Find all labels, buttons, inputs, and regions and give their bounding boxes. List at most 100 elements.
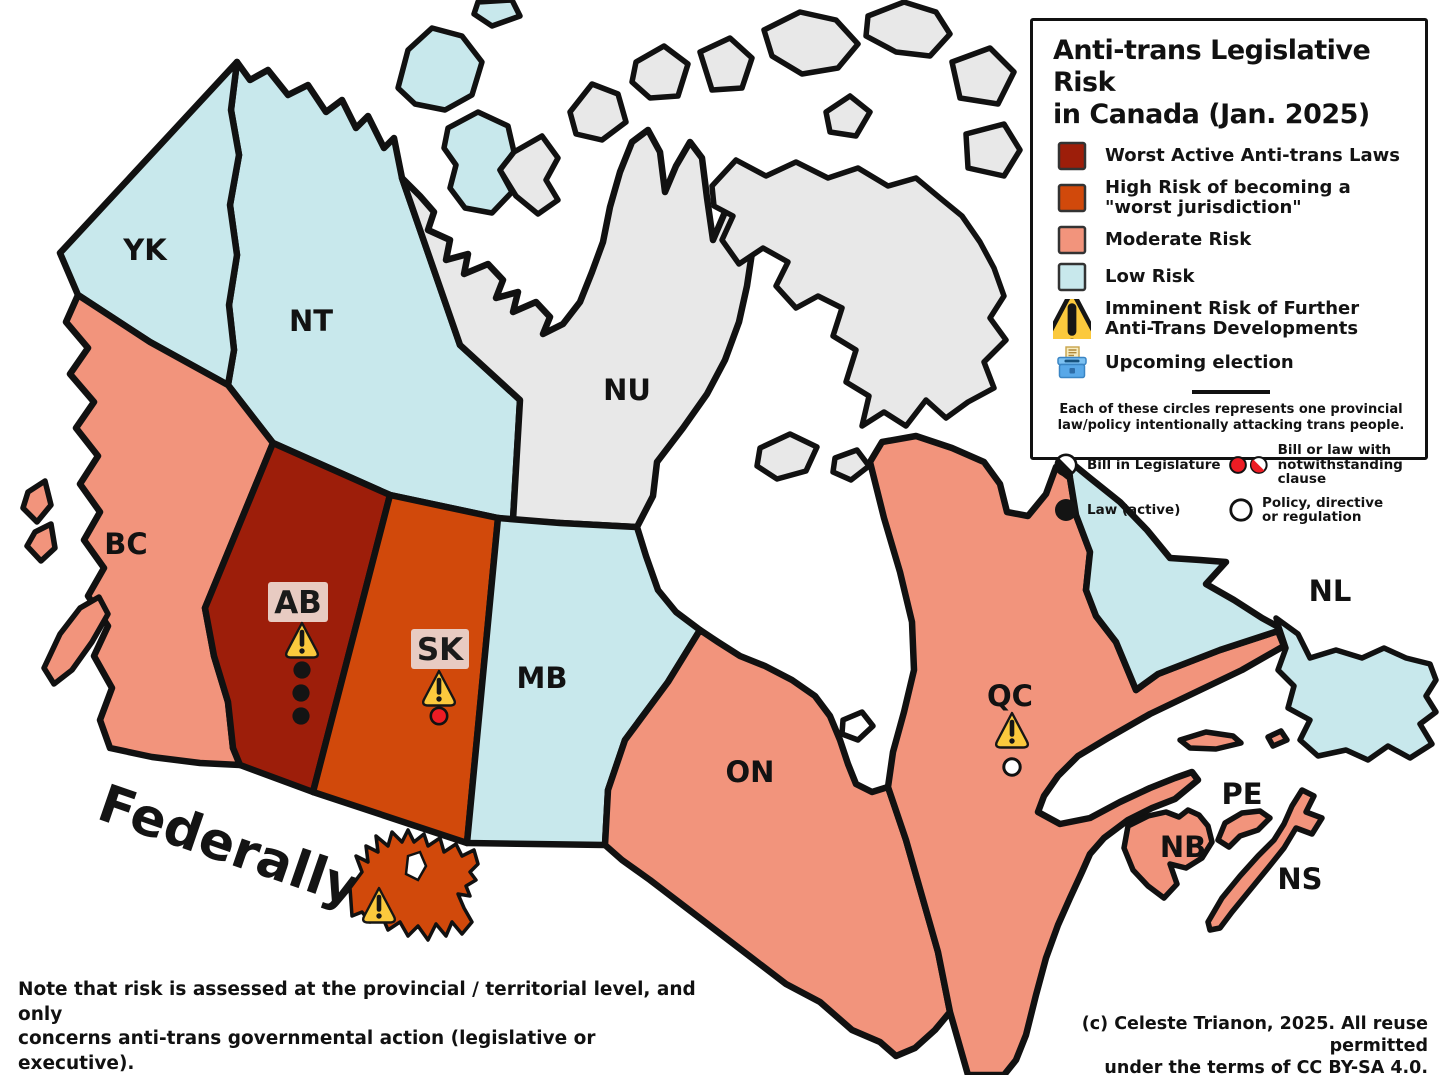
label-nt: NT xyxy=(289,304,333,338)
marker-legend-bill: Bill in Legislature xyxy=(1053,443,1228,487)
mini-canada-map xyxy=(348,828,480,942)
label-sk: SK xyxy=(417,632,464,668)
marker-label: Law (active) xyxy=(1087,501,1181,518)
island-banks xyxy=(395,25,485,113)
label-nb: NB xyxy=(1160,830,1206,864)
island-southampton xyxy=(754,431,820,482)
island-haida-1 xyxy=(20,478,54,525)
region-qc xyxy=(866,432,1288,1075)
marker-legend-notwithstanding: Bill or law with notwithstanding clause xyxy=(1228,443,1415,487)
region-pe xyxy=(1215,808,1273,850)
island-vancouver xyxy=(41,594,111,687)
legend-item-label: Worst Active Anti-trans Laws xyxy=(1105,145,1400,166)
island-victoria-east xyxy=(497,133,561,217)
law-dot-ab-1 xyxy=(293,661,311,679)
island-top-edge xyxy=(471,0,523,29)
legend-item-label: Moderate Risk xyxy=(1105,229,1252,250)
marker-label: Bill in Legislature xyxy=(1087,456,1221,473)
island-arctic-3 xyxy=(697,35,755,93)
swatch-high xyxy=(1053,183,1091,213)
island-arctic-8 xyxy=(823,93,873,139)
marker-label-line1: Bill or law with xyxy=(1277,442,1392,458)
notwithstanding-icons xyxy=(1229,455,1268,474)
legend-label-line2: Anti-Trans Developments xyxy=(1105,318,1359,339)
legend-label-line1: High Risk of becoming a xyxy=(1105,177,1351,198)
legend-title: Anti-trans Legislative Risk in Canada (J… xyxy=(1053,35,1409,131)
label-nl: NL xyxy=(1309,574,1352,608)
legend-divider xyxy=(1192,390,1270,394)
island-anticosti xyxy=(1177,729,1244,752)
ballot-box-icon xyxy=(1053,346,1091,380)
marker-label: Bill or law with notwithstanding clause xyxy=(1278,443,1415,487)
island-haida-2 xyxy=(24,521,58,564)
island-arctic-4 xyxy=(761,9,861,77)
legend-label-line2: "worst jurisdiction" xyxy=(1105,197,1302,218)
legend-item-label: Upcoming election xyxy=(1105,352,1294,373)
legend-title-line2: in Canada (Jan. 2025) xyxy=(1053,99,1370,130)
legend-label-line1: Imminent Risk of Further xyxy=(1105,298,1360,319)
label-qc: QC xyxy=(987,679,1033,713)
marker-label: Policy, directive or regulation xyxy=(1262,494,1384,525)
region-ns xyxy=(1205,787,1325,933)
legend-panel: Anti-trans Legislative Risk in Canada (J… xyxy=(1030,18,1428,524)
legend-item-moderate: Moderate Risk xyxy=(1053,225,1409,255)
island-victoria-west xyxy=(441,109,517,216)
island-coats xyxy=(830,447,872,483)
attribution-line1: (c) Celeste Trianon, 2025. All reuse per… xyxy=(1081,1014,1428,1056)
law-dot-ab-2 xyxy=(292,684,310,702)
policy-dot-qc xyxy=(1002,757,1022,777)
island-arctic-6 xyxy=(949,45,1017,107)
island-newfoundland xyxy=(1273,615,1439,763)
label-on: ON xyxy=(726,755,775,789)
marker-label-line2: notwithstanding clause xyxy=(1277,456,1403,487)
island-arctic-2 xyxy=(629,43,691,101)
region-nb xyxy=(1121,807,1215,901)
marker-label-line2: or regulation xyxy=(1262,509,1362,525)
circles-note-line1: Each of these circles represents one pro… xyxy=(1059,402,1403,417)
swatch-moderate xyxy=(1053,225,1091,255)
swatch-worst xyxy=(1053,141,1091,171)
note-line1: Note that risk is assessed at the provin… xyxy=(18,979,696,1025)
region-on xyxy=(601,626,954,1060)
marker-legend: Bill in Legislature Bill or law with not… xyxy=(1053,443,1409,525)
island-magdalen xyxy=(1265,728,1290,749)
attribution-line2: under the terms of CC BY-SA 4.0. xyxy=(1104,1058,1428,1075)
legend-item-label: Low Risk xyxy=(1105,266,1195,287)
mini-hudson-bay xyxy=(404,850,428,882)
notwithstanding-dot-sk xyxy=(429,706,449,726)
bill-in-legislature-icon xyxy=(1054,453,1078,477)
label-ab: AB xyxy=(274,585,322,621)
circles-note: Each of these circles represents one pro… xyxy=(1053,402,1409,434)
island-arctic-1 xyxy=(567,81,629,143)
law-active-icon xyxy=(1055,499,1077,521)
circles-note-line2: law/policy intentionally attacking trans… xyxy=(1057,418,1405,433)
risk-assessment-note: Note that risk is assessed at the provin… xyxy=(18,978,708,1075)
label-chip-sk xyxy=(411,629,469,669)
swatch-low xyxy=(1053,262,1091,292)
law-dot-ab-3 xyxy=(292,707,310,725)
legend-title-line1: Anti-trans Legislative Risk xyxy=(1053,35,1371,98)
island-baffin xyxy=(709,157,1009,429)
marker-legend-law: Law (active) xyxy=(1053,496,1228,525)
legend-item-imminent: Imminent Risk of Further Anti-Trans Deve… xyxy=(1053,299,1409,339)
island-akimiski xyxy=(839,709,876,743)
legend-item-election: Upcoming election xyxy=(1053,346,1409,380)
legend-item-worst: Worst Active Anti-trans Laws xyxy=(1053,141,1409,171)
marker-legend-policy: Policy, directive or regulation xyxy=(1228,494,1415,525)
warning-triangle-icon xyxy=(1053,299,1091,339)
legend-item-label: High Risk of becoming a "worst jurisdict… xyxy=(1105,178,1351,218)
label-bc: BC xyxy=(104,527,147,561)
attribution: (c) Celeste Trianon, 2025. All reuse per… xyxy=(988,1013,1428,1075)
legend-item-low: Low Risk xyxy=(1053,262,1409,292)
island-arctic-5 xyxy=(863,0,953,59)
region-nu-mainland xyxy=(398,126,757,531)
policy-icon xyxy=(1229,498,1253,522)
legend-item-high: High Risk of becoming a "worst jurisdict… xyxy=(1053,178,1409,218)
note-line2: concerns anti-trans governmental action … xyxy=(18,1028,596,1074)
marker-label-line1: Policy, directive xyxy=(1262,494,1384,511)
label-ns: NS xyxy=(1277,862,1322,896)
label-mb: MB xyxy=(517,661,568,695)
island-arctic-7 xyxy=(963,121,1023,179)
